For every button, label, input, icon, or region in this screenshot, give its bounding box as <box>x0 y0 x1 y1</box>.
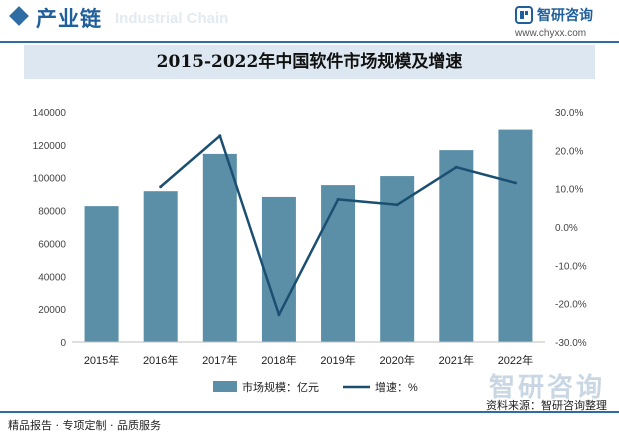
y-left-tick-label: 0 <box>60 338 66 349</box>
y-left-tick-label: 40000 <box>38 272 66 283</box>
legend-bar-swatch <box>213 381 237 392</box>
brand-url: www.chyxx.com <box>515 28 587 39</box>
header-watermark: Industrial Chain <box>115 10 229 27</box>
chart-title-bar: 2015-2022年中国软件市场规模及增速 <box>24 45 595 79</box>
legend-line-label: 增速：% <box>375 380 418 394</box>
footer-bar: 精品报告 · 专项定制 · 品质服务 智研咨询 资料来源：智研咨询整理 <box>0 373 619 437</box>
bar-2022年 <box>498 129 533 342</box>
y-right-tick-label: 20.0% <box>555 146 583 157</box>
chart-title: 2015-2022年中国软件市场规模及增速 <box>156 52 463 72</box>
footer-brand-watermark: 智研咨询 <box>488 373 605 403</box>
growth-point-2016年 <box>159 185 163 189</box>
growth-point-2017年 <box>218 134 222 138</box>
y-left-tick-label: 140000 <box>33 108 67 119</box>
bar-2018年 <box>261 196 296 342</box>
y-left-tick-label: 120000 <box>33 141 67 152</box>
x-tick-label: 2022年 <box>498 353 533 367</box>
growth-point-2020年 <box>395 203 399 207</box>
x-tick-label: 2017年 <box>202 353 237 367</box>
brand-name: 智研咨询 <box>537 8 593 24</box>
growth-point-2021年 <box>454 165 458 169</box>
header-divider <box>0 41 619 43</box>
growth-point-2018年 <box>277 313 281 317</box>
y-right-tick-label: 0.0% <box>555 223 578 234</box>
growth-point-2019年 <box>336 197 340 201</box>
footer-tagline: 精品报告 · 专项定制 · 品质服务 <box>8 419 161 432</box>
legend-bar-label: 市场规模：亿元 <box>242 380 319 394</box>
bar-2016年 <box>143 191 178 342</box>
y-left-tick-label: 60000 <box>38 239 66 250</box>
bar-2020年 <box>380 176 415 342</box>
bar-2015年 <box>84 206 119 342</box>
x-tick-label: 2018年 <box>261 353 296 367</box>
y-right-tick-label: -10.0% <box>555 261 587 272</box>
x-tick-label: 2016年 <box>143 353 178 367</box>
y-right-tick-label: 10.0% <box>555 185 583 196</box>
bar-2019年 <box>321 185 356 342</box>
section-title: 产业链 <box>36 7 102 31</box>
x-tick-label: 2015年 <box>84 353 119 367</box>
source-note: 资料来源：智研咨询整理 <box>486 399 607 412</box>
y-left-tick-label: 80000 <box>38 207 66 218</box>
bar-2021年 <box>439 150 474 342</box>
y-right-tick-label: -20.0% <box>555 300 587 311</box>
growth-point-2022年 <box>513 181 517 185</box>
y-left-tick-label: 20000 <box>38 305 66 316</box>
y-right-tick-label: -30.0% <box>555 338 587 349</box>
x-tick-label: 2020年 <box>379 353 414 367</box>
x-tick-label: 2021年 <box>439 353 474 367</box>
bar-2017年 <box>202 153 237 342</box>
zhiyan-logo-icon <box>515 6 533 24</box>
brand-block: 智研咨询 www.chyxx.com <box>515 5 607 41</box>
y-left-tick-label: 100000 <box>33 174 67 185</box>
y-right-tick-label: 30.0% <box>555 108 583 119</box>
header-bar: 产业链 Industrial Chain 智研咨询 www.chyxx.com <box>0 0 619 43</box>
footer-divider <box>0 411 619 413</box>
x-tick-label: 2019年 <box>320 353 355 367</box>
